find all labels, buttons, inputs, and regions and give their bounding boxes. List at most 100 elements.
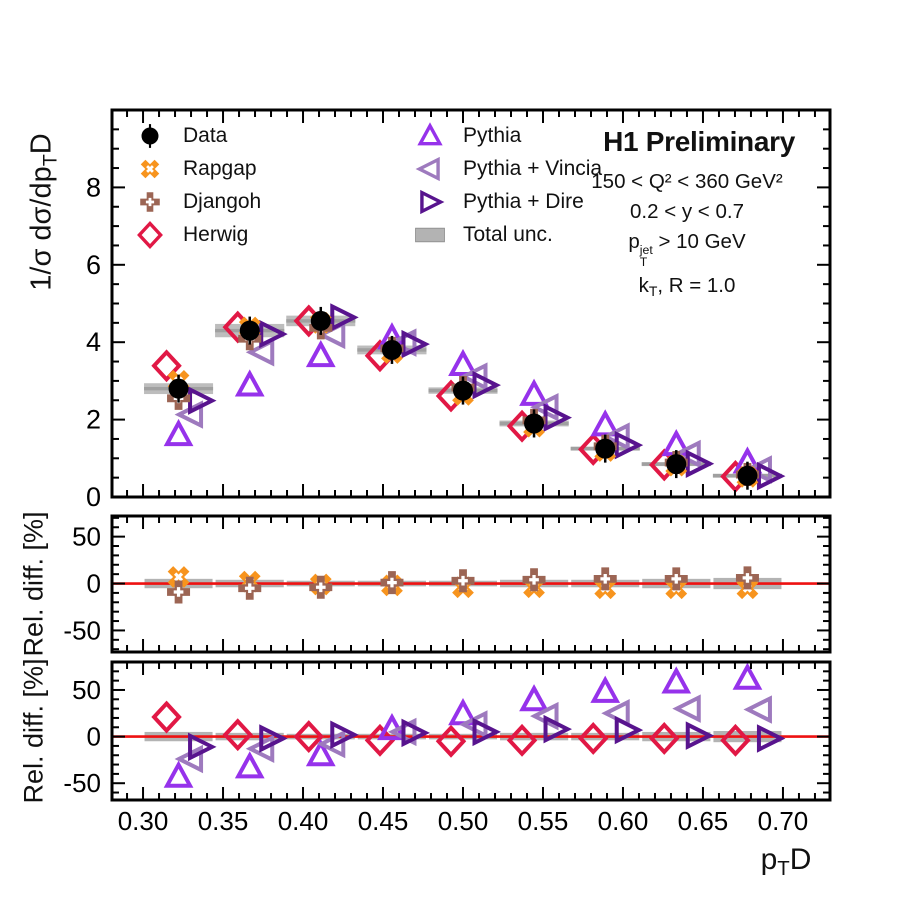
triangle-up-shape	[732, 662, 763, 690]
triangle-left-shape	[672, 694, 701, 723]
marker-djangoh	[309, 575, 333, 599]
marker-herwig	[577, 722, 609, 755]
marker-djangoh	[522, 568, 546, 592]
triangle-up-shape	[234, 751, 265, 779]
legend: Data Rapgap Djangoh Herwig Pythia Pythia + Vi…	[128, 119, 688, 251]
legend-label-herwig: Herwig	[183, 222, 249, 246]
legend-entry-herwig: Herwig	[128, 218, 408, 251]
plot-title: H1 Preliminary	[603, 126, 795, 157]
ratio-y-tick-label: -50	[63, 615, 101, 645]
ratio-panel-1	[112, 566, 830, 604]
marker-pythia	[234, 751, 265, 779]
legend-marker-rapgap	[140, 159, 160, 178]
triangle-left-shape	[743, 695, 772, 724]
x-tick-label: 0.65	[678, 806, 729, 836]
marker-dire	[420, 189, 445, 214]
plus-inner	[529, 574, 539, 585]
data-point-circle	[381, 339, 402, 360]
band-swatch	[415, 227, 445, 242]
triangle-up-shape	[519, 684, 549, 712]
marker-dire	[472, 717, 501, 747]
ratio-y-tick-label: 50	[72, 675, 101, 705]
diamond-shape	[151, 700, 182, 734]
main-panel-ticks	[112, 110, 830, 498]
marker-djangoh	[664, 567, 688, 591]
marker-pythia	[417, 121, 443, 145]
ratio-panel-2-series-dire	[188, 714, 786, 762]
data-point-circle	[141, 127, 159, 144]
triangle-right-shape	[472, 717, 501, 747]
data-point-circle	[239, 320, 260, 341]
marker-pythia	[590, 675, 621, 703]
marker-data	[524, 409, 545, 438]
main-y-axis-label: 1/σ dσ/dpTD	[25, 133, 62, 291]
marker-pythia	[163, 418, 194, 447]
marker-dire	[401, 329, 430, 359]
ratio-y-tick-label: 50	[72, 522, 101, 552]
cross-x-shape	[140, 159, 160, 178]
legend-entry-djangoh: Djangoh	[128, 185, 408, 218]
marker-pythia	[234, 369, 265, 397]
triangle-left-shape	[415, 156, 440, 181]
axis-tick-labels: 0 2 4 6 8 50 0 -50 50 0 -50 0.30 0.35 0.40 0.45 0.50 0.5…	[63, 172, 808, 836]
marker-djangoh	[735, 566, 759, 590]
legend-label-dire: Pythia + Dire	[463, 189, 584, 213]
diamond-shape	[577, 722, 609, 755]
marker-pythia	[661, 666, 692, 694]
main-series-pythia	[163, 322, 763, 474]
x-tick-label: 0.40	[278, 806, 329, 836]
main-y-tick-label: 4	[86, 327, 101, 357]
triangle-right-shape	[330, 303, 359, 332]
marker-pythia	[519, 378, 549, 406]
marker-herwig	[720, 723, 751, 757]
diamond-shape	[364, 723, 396, 757]
marker-totalunc	[415, 227, 445, 242]
legend-entry-rapgap: Rapgap	[128, 152, 408, 185]
triangle-up-shape	[519, 378, 549, 406]
marker-djangoh	[167, 580, 191, 604]
triangle-up-shape	[305, 739, 336, 767]
legend-label-djangoh: Djangoh	[183, 189, 262, 213]
ratio-y-tick-label: -50	[63, 768, 101, 798]
data-point-circle	[310, 310, 331, 331]
marker-data	[453, 376, 474, 405]
ratio-panel-2	[112, 662, 830, 788]
legend-marker-djangoh	[140, 191, 160, 212]
marker-herwig	[137, 220, 163, 249]
plus-inner	[244, 583, 255, 594]
diamond-shape	[649, 722, 680, 755]
marker-data	[595, 434, 616, 463]
triangle-right-shape	[685, 721, 715, 750]
plus-inner	[671, 574, 682, 584]
plus-inner	[173, 587, 184, 597]
marker-data	[737, 461, 758, 490]
marker-dire	[259, 319, 288, 349]
marker-dire	[401, 718, 430, 748]
diamond-shape	[222, 718, 253, 752]
marker-vincia	[415, 156, 440, 181]
diamond-shape	[720, 723, 751, 757]
x-tick-label: 0.35	[198, 806, 249, 836]
diamond-shape	[137, 220, 163, 249]
ratio-panel-2-series-pythia	[163, 662, 763, 788]
legend-entry-data: Data	[128, 119, 408, 152]
legend-marker-data	[141, 123, 159, 148]
marker-herwig	[364, 723, 396, 757]
plus-inner	[387, 577, 397, 588]
ratio-panel-1-series-djangoh	[167, 566, 759, 604]
marker-herwig	[151, 700, 182, 734]
marker-djangoh	[593, 567, 617, 591]
triangle-right-shape	[188, 732, 217, 762]
triangle-up-shape	[590, 409, 621, 437]
ratio-panel-2-series-herwig	[151, 700, 751, 758]
legend-marker-totalunc	[415, 227, 445, 242]
marker-dire	[259, 724, 288, 753]
x-tick-label: 0.45	[358, 806, 409, 836]
data-point-circle	[168, 378, 189, 399]
triangle-right-shape	[259, 724, 288, 753]
marker-dire	[188, 732, 217, 762]
marker-data	[310, 306, 331, 335]
triangle-right-shape	[614, 715, 644, 745]
